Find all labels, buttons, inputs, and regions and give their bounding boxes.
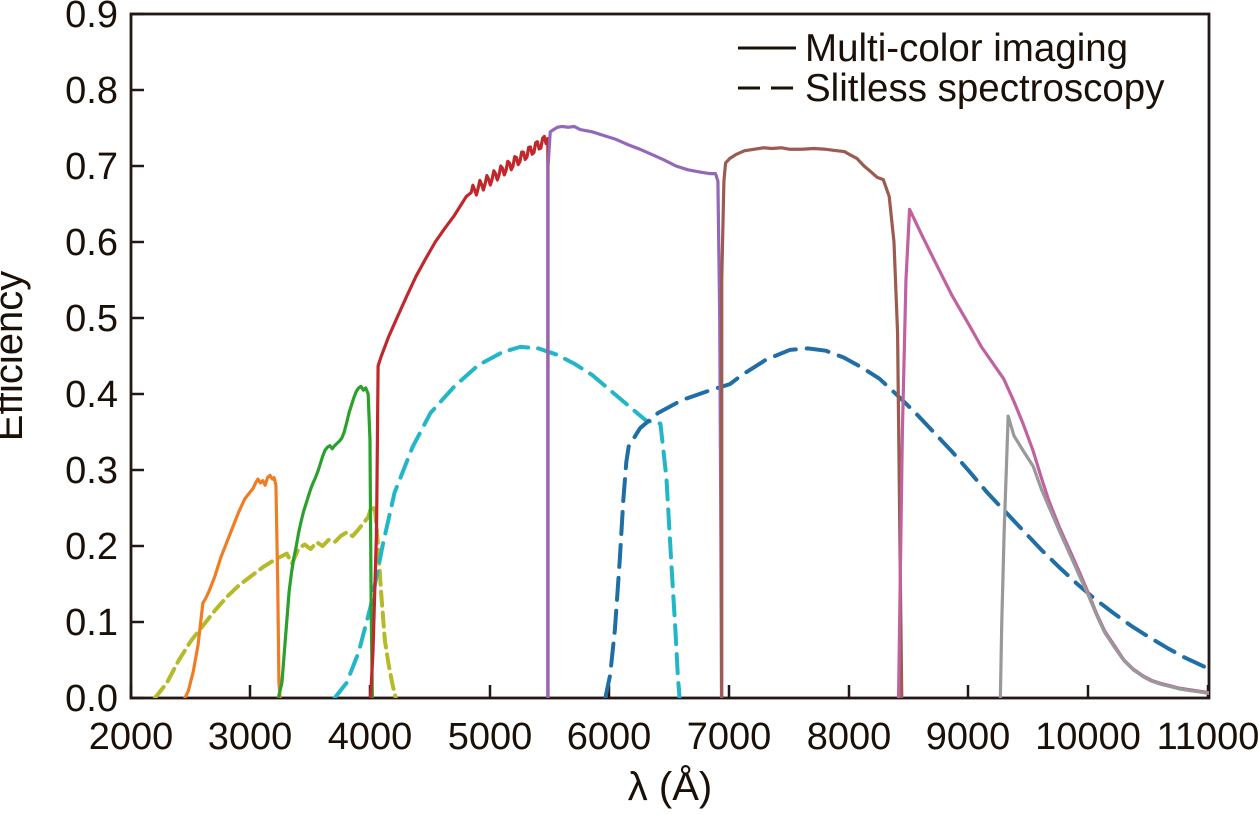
svg-text:3000: 3000 [208,716,293,758]
svg-text:11000: 11000 [1157,716,1259,758]
svg-text:0.0: 0.0 [65,678,118,720]
svg-text:Slitless spectroscopy: Slitless spectroscopy [805,67,1165,110]
svg-text:2000: 2000 [89,716,174,758]
svg-text:0.7: 0.7 [65,146,118,188]
svg-text:0.9: 0.9 [65,0,118,36]
svg-text:9000: 9000 [926,716,1011,758]
svg-text:0.8: 0.8 [65,70,118,112]
svg-text:λ (Å): λ (Å) [628,764,712,809]
svg-text:6000: 6000 [567,716,652,758]
svg-text:10000: 10000 [1035,716,1141,758]
svg-text:0.4: 0.4 [65,374,118,416]
svg-text:4000: 4000 [328,716,413,758]
svg-text:7000: 7000 [687,716,772,758]
svg-text:Efficiency: Efficiency [0,271,31,441]
svg-text:0.6: 0.6 [65,222,118,264]
svg-text:0.5: 0.5 [65,298,118,340]
svg-text:5000: 5000 [448,716,533,758]
svg-text:Multi-color imaging: Multi-color imaging [805,27,1128,70]
svg-text:8000: 8000 [807,716,892,758]
svg-text:0.3: 0.3 [65,450,118,492]
svg-text:0.1: 0.1 [65,602,118,644]
svg-text:0.2: 0.2 [65,526,118,568]
